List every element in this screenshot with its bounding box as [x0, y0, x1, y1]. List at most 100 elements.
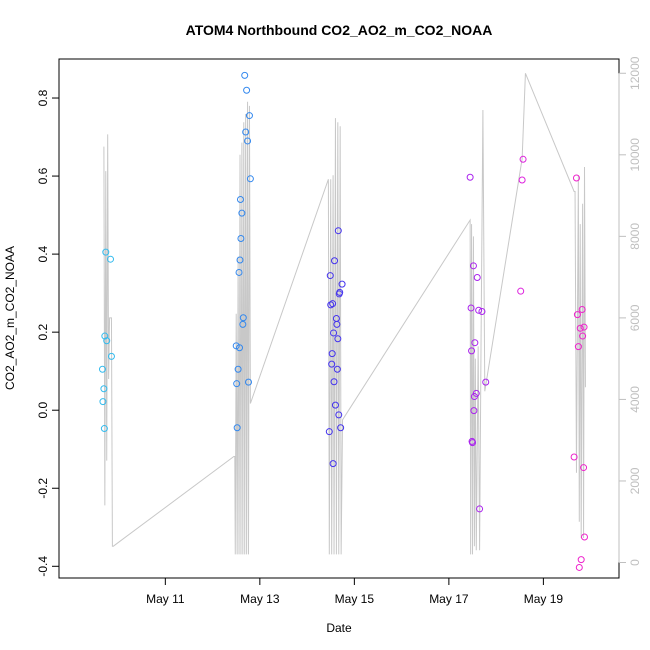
data-point — [245, 378, 252, 386]
data-point — [244, 137, 252, 145]
data-point — [580, 323, 588, 331]
x-tick-label: May 13 — [240, 592, 280, 606]
data-point — [469, 262, 477, 270]
data-point — [519, 155, 527, 163]
data-point — [328, 350, 336, 358]
x-axis-label: Date — [326, 621, 352, 635]
data-point — [478, 307, 486, 315]
data-point — [330, 329, 338, 337]
chart-title: ATOM4 Northbound CO2_AO2_m_CO2_NOAA — [186, 22, 493, 38]
data-point — [236, 256, 244, 264]
data-point — [239, 314, 247, 322]
data-point — [337, 424, 345, 432]
axes-layer: -0.4 -0.2 0.0 0.2 0.4 0.6 0.8 May 11 May 13 May 1… — [36, 56, 642, 606]
data-point — [107, 352, 115, 360]
data-point — [241, 71, 249, 79]
y-tick-label: 0.4 — [36, 245, 50, 262]
x-tick-label: May 11 — [146, 592, 185, 606]
data-point — [475, 306, 483, 314]
data-point — [328, 360, 336, 368]
data-point — [466, 173, 474, 181]
data-point — [334, 227, 342, 235]
y-axis-label: CO2_AO2_m_CO2_NOAA — [3, 246, 17, 390]
y-tick-label: 0.8 — [36, 89, 50, 106]
scatter-points-layer — [98, 71, 588, 571]
x-tick-label: May 19 — [524, 592, 564, 606]
data-point — [103, 337, 111, 345]
data-point — [233, 424, 241, 432]
y-tick-label: -0.4 — [36, 556, 50, 577]
data-point — [335, 411, 343, 419]
data-point — [581, 533, 588, 541]
data-point — [238, 209, 246, 217]
data-point — [473, 274, 481, 282]
data-point — [331, 401, 339, 409]
data-point — [235, 268, 243, 276]
data-point — [100, 385, 108, 393]
data-point — [579, 332, 587, 340]
y-tick-label: 0.6 — [36, 167, 50, 184]
y-tick-label: -0.2 — [36, 478, 50, 499]
data-point — [472, 389, 480, 397]
x-tick-label: May 17 — [429, 592, 469, 606]
data-point — [575, 563, 583, 571]
y2-tick-label: 4000 — [628, 386, 642, 413]
data-point — [570, 453, 578, 461]
data-point — [329, 460, 337, 468]
data-point — [334, 335, 342, 343]
data-point — [98, 365, 106, 373]
data-point — [467, 304, 475, 312]
data-point — [577, 556, 585, 564]
data-point — [331, 257, 339, 265]
y2-tick-label: 12000 — [628, 56, 642, 90]
data-point — [578, 306, 586, 314]
data-point — [234, 365, 242, 373]
data-point — [336, 288, 344, 296]
data-point — [237, 235, 245, 242]
data-point — [330, 378, 338, 386]
x-tick-label: May 15 — [335, 592, 375, 606]
data-point — [325, 428, 333, 436]
y2-tick-label: 6000 — [628, 304, 642, 331]
y2-tick-label: 8000 — [628, 223, 642, 250]
data-point — [246, 175, 254, 183]
data-point — [470, 407, 478, 415]
data-point — [245, 112, 253, 120]
data-point — [101, 332, 109, 340]
data-point — [100, 425, 108, 433]
data-point — [471, 339, 479, 347]
y2-tick-label: 10000 — [628, 138, 642, 172]
data-point — [327, 301, 335, 309]
y2-tick-label: 2000 — [628, 467, 642, 494]
data-point — [576, 324, 584, 332]
data-point — [233, 380, 241, 388]
data-point — [468, 347, 476, 355]
data-point — [242, 128, 250, 136]
data-point — [572, 174, 580, 182]
data-point — [518, 176, 526, 184]
data-point — [517, 287, 525, 295]
data-point — [329, 300, 337, 308]
data-point — [239, 320, 247, 328]
data-point — [243, 86, 251, 94]
data-point — [333, 320, 341, 328]
y-tick-label: 0.2 — [36, 323, 50, 340]
data-point — [573, 311, 581, 319]
data-point — [326, 272, 334, 280]
data-point — [338, 280, 346, 288]
data-point — [482, 378, 490, 386]
data-point — [107, 255, 115, 263]
secondary-trace-layer — [103, 73, 586, 555]
data-point — [236, 344, 244, 352]
y2-tick-label: 0 — [628, 559, 642, 566]
data-point — [236, 195, 244, 203]
secondary-trace-line — [103, 73, 586, 555]
y-tick-label: 0.0 — [36, 402, 50, 419]
data-point — [333, 365, 341, 373]
data-point — [574, 343, 582, 351]
data-point — [102, 248, 110, 256]
data-point — [476, 505, 484, 513]
data-point — [99, 398, 107, 406]
